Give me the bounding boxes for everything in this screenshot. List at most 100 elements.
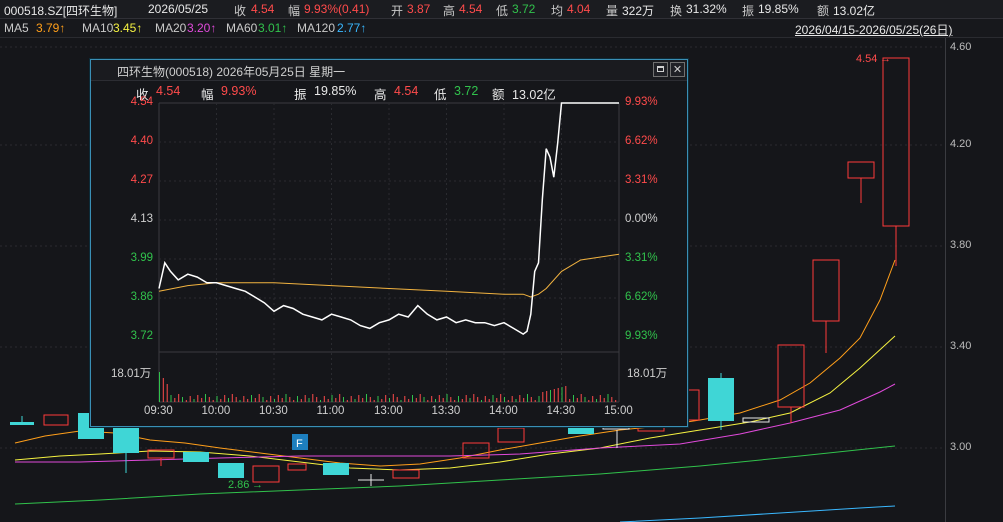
volume-bar [500,394,502,402]
y-tick-left: 4.27 [130,174,153,186]
date-range-label[interactable]: 2026/04/15-2026/05/25(26日) [795,23,953,37]
ma-indicator-bar: MA5 3.79↑ MA10 3.45↑ MA20 3.20↑ MA60 3.0… [0,19,1003,38]
amount-label: 额 [817,4,830,18]
change-value: 9.93%(0.41) [304,2,370,16]
volume-bar [542,392,544,402]
volume-bar [511,396,513,402]
volume-bar [166,384,168,402]
ma10-line [14,335,896,471]
volume-bar [243,396,245,402]
volume-bar [519,395,521,402]
volume-bar [339,394,341,402]
quote-header-bar: 000518.SZ[四环生物] 2026/05/25 收 4.54 幅 9.93… [0,0,1003,19]
volume-bar [216,396,218,402]
y-tick-left: 3.72 [130,330,153,342]
volume-label: 量 [606,4,619,18]
volume-bar [599,395,601,402]
ma20-value: 3.20↑ [187,21,217,35]
volume-bar [557,388,559,402]
volume-bar [274,399,275,402]
volume-bar [446,394,448,402]
ma60-line [14,445,896,505]
window-restore-icon[interactable] [653,62,668,77]
volume-bar [527,394,528,402]
volume-bar [220,399,222,402]
volume-bar [208,397,210,402]
ma20-line [15,383,896,463]
candle [183,452,209,462]
candle [568,426,594,434]
volume-bar [492,395,494,402]
volume-bar [389,398,390,402]
volume-bar [550,390,551,402]
volume-bar [450,397,452,402]
low-marker-label: 2.86 [228,479,249,491]
volume-bar [358,395,360,402]
candle [882,57,910,227]
volume-bar [316,397,318,402]
volume-bar [477,397,479,402]
candle [218,463,244,478]
intraday-volume-bars [159,372,617,402]
y-tick: 4.20 [950,138,972,150]
close-icon[interactable]: ✕ [670,62,685,77]
x-tick: 10:30 [259,405,288,417]
volume-bar [461,399,463,402]
volume-bar [189,396,191,402]
volume-bar [473,394,475,402]
f-badge[interactable] [292,434,308,450]
popup-title-bar[interactable]: 四环生物(000518) 2026年05月25日 星期一 ✕ [91,60,687,81]
volume-bar [185,400,187,402]
x-tick: 09:30 [144,405,173,417]
volume-bar [465,395,467,402]
close-label: 收 [234,4,247,18]
popup-change-value: 9.93% [221,84,257,98]
volume-bar [523,398,525,402]
popup-stats: 收 4.54 幅 9.93% 振 19.85% 高 4.54 低 3.72 额 … [91,84,687,102]
volume-bar [580,394,582,402]
x-tick: 14:30 [546,405,576,417]
ma20-label: MA20 [155,21,187,35]
volume-bar [159,372,160,402]
y-tick: 3.00 [950,441,972,453]
candle [847,161,875,179]
volume-bar [266,400,268,402]
popup-high-value: 4.54 [394,84,419,98]
volume-bar [442,398,444,402]
candle [777,344,805,408]
volume-bar [469,398,471,402]
candle [812,259,840,322]
volume-bar [588,400,590,402]
volume-bar [573,395,574,402]
volume-bar [320,400,321,402]
volume-bar [254,398,256,402]
amplitude-label: 振 [742,4,755,18]
volume-bar [458,396,459,402]
volume-bar [281,398,283,402]
x-tick: 15:00 [604,405,633,417]
ma120-line [619,505,896,522]
symbol-label[interactable]: 000518.SZ[四环生物] [4,4,118,18]
volume-bar [331,395,333,402]
open-value: 3.87 [407,2,431,16]
popup-low-value: 3.72 [454,84,479,98]
intraday-popup[interactable]: 四环生物(000518) 2026年05月25日 星期一 ✕ 收 4.54 幅 … [90,59,688,427]
ma5-value: 3.79↑ [36,21,66,35]
candle [323,463,349,475]
ma120-label: MA120 [297,21,336,35]
y-tick-right: 9.93% [625,96,658,108]
volume-bar [404,396,406,402]
volume-bar [201,398,203,402]
kline-chart[interactable]: 4.54 → 2.86 → F [0,38,945,522]
volume-bar [312,394,314,402]
volume-bar [377,396,379,402]
volume-bar [427,400,429,402]
volume-bar [373,400,375,402]
intraday-chart[interactable] [91,60,687,426]
popup-amp-label: 振 [294,88,307,102]
volume-bar [392,394,394,402]
candle [287,463,307,471]
volume-bar [454,400,456,402]
volume-bar [277,395,279,402]
ma5-line [14,259,896,467]
